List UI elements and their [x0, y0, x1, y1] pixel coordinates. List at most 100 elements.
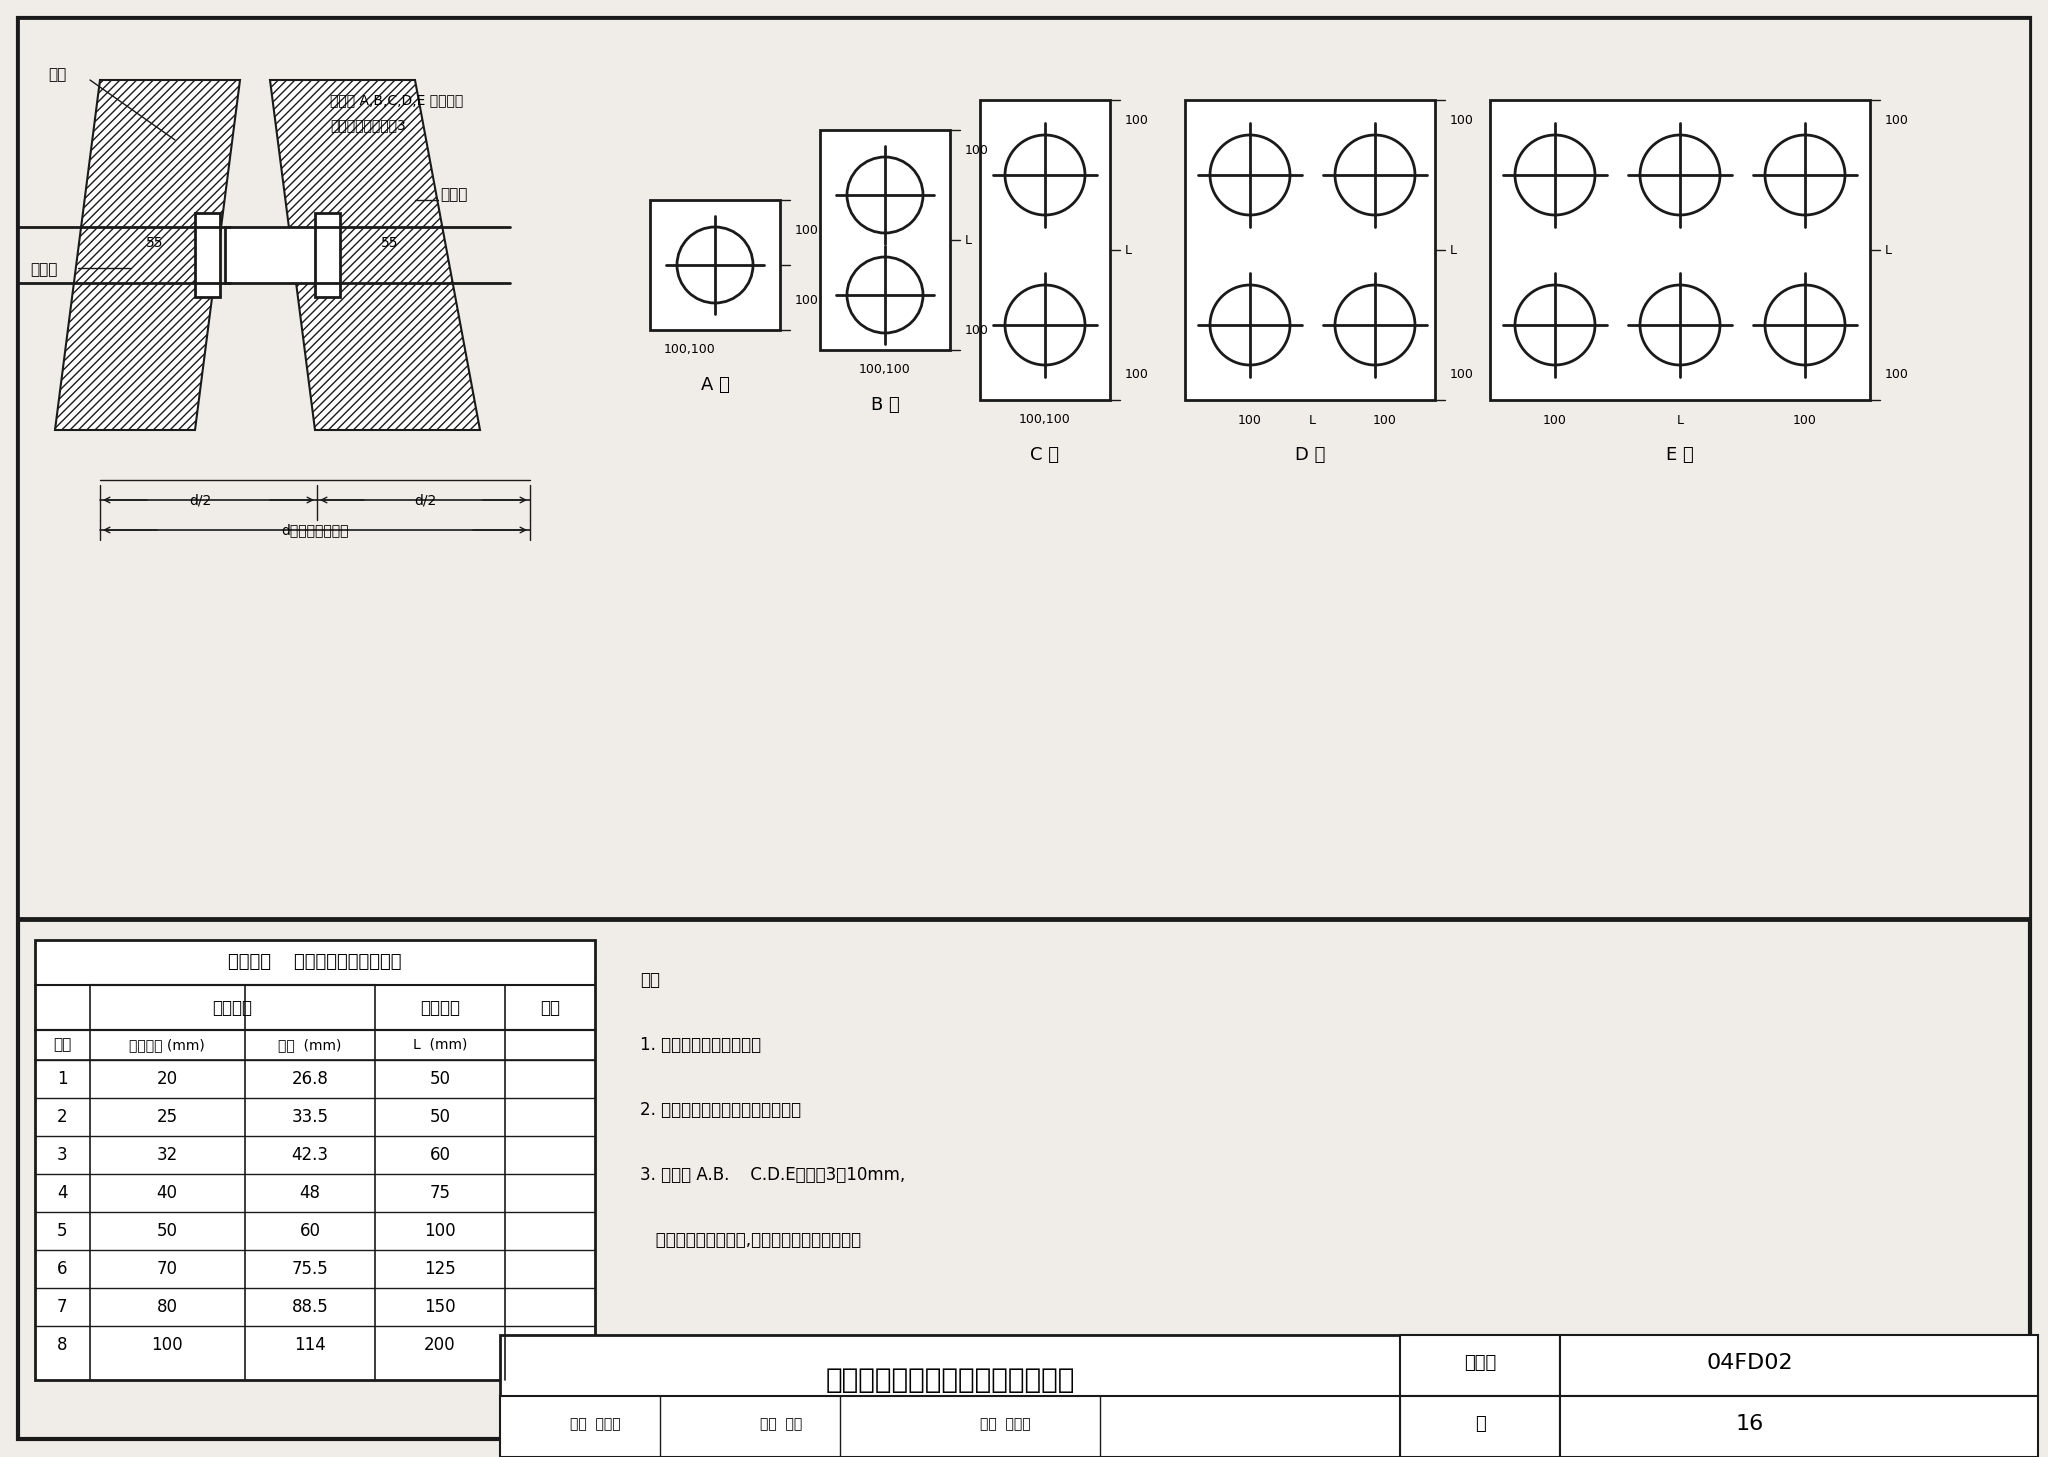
Text: 核对  罗洁: 核对 罗洁: [760, 1418, 803, 1431]
Text: L: L: [1677, 414, 1683, 427]
Text: 100: 100: [1884, 369, 1909, 382]
Text: 密闭墙: 密闭墙: [440, 188, 467, 203]
Text: 1: 1: [57, 1069, 68, 1088]
Text: 100: 100: [1450, 114, 1475, 127]
Bar: [18, 17, 2030, 918]
Text: 100,100: 100,100: [1020, 414, 1071, 427]
Text: 150: 150: [424, 1298, 457, 1316]
Text: 4: 4: [57, 1185, 68, 1202]
Text: 焊接: 焊接: [47, 67, 66, 83]
Text: 80: 80: [156, 1298, 178, 1316]
Text: 3: 3: [57, 1147, 68, 1164]
Text: 100: 100: [152, 1336, 182, 1354]
Text: 穿墙管: 穿墙管: [31, 262, 57, 277]
Text: 100: 100: [795, 223, 819, 236]
Text: 7: 7: [57, 1298, 68, 1316]
Text: 外径  (mm): 外径 (mm): [279, 1037, 342, 1052]
Text: 60: 60: [299, 1222, 319, 1240]
Text: 8: 8: [57, 1336, 68, 1354]
Text: 16: 16: [1737, 1413, 1763, 1434]
Bar: [819, 130, 950, 350]
Text: 50: 50: [430, 1107, 451, 1126]
Text: 100: 100: [1450, 369, 1475, 382]
Text: 100: 100: [1124, 369, 1149, 382]
Text: A 型: A 型: [700, 376, 729, 393]
Bar: [315, 213, 340, 297]
Text: 密闭股 A,B,C,D,E 详见右图: 密闭股 A,B,C,D,E 详见右图: [330, 93, 463, 106]
Text: 75.5: 75.5: [291, 1260, 328, 1278]
Text: 20: 20: [156, 1069, 178, 1088]
Polygon shape: [55, 80, 240, 430]
Text: 100: 100: [965, 143, 989, 156]
Bar: [1401, 1335, 1561, 1396]
Polygon shape: [270, 80, 479, 430]
Text: 40: 40: [156, 1185, 178, 1202]
Text: 与镜锌锂管双面焚接,同时应与结构锂筋焚住。: 与镜锌锂管双面焚接,同时应与结构锂筋焚住。: [639, 1231, 860, 1249]
Text: 密闭股材料见说明3: 密闭股材料见说明3: [330, 118, 406, 133]
Text: 页: 页: [1475, 1415, 1485, 1434]
Text: 5: 5: [57, 1222, 68, 1240]
Text: 审核  杨维迅: 审核 杨维迅: [569, 1418, 621, 1431]
Bar: [1491, 101, 1870, 401]
Text: 公称直径 (mm): 公称直径 (mm): [129, 1037, 205, 1052]
Text: E 型: E 型: [1667, 446, 1694, 463]
Bar: [195, 213, 219, 297]
Bar: [225, 227, 317, 283]
Text: 100: 100: [1542, 414, 1567, 427]
Text: 设计  张红英: 设计 张红英: [981, 1418, 1030, 1431]
Text: （防护）    密闭管和密闭股尺寸表: （防护） 密闭管和密闭股尺寸表: [227, 953, 401, 970]
Text: C 型: C 型: [1030, 446, 1059, 463]
Text: 75: 75: [430, 1185, 451, 1202]
Text: 2. 防护密闭穿墙管需另加抗力片。: 2. 防护密闭穿墙管需另加抗力片。: [639, 1101, 801, 1119]
Text: 100: 100: [1239, 414, 1262, 427]
Bar: [500, 1335, 1401, 1457]
Text: 04FD02: 04FD02: [1706, 1354, 1794, 1372]
Text: d/2: d/2: [188, 492, 211, 507]
Text: 55: 55: [381, 236, 399, 251]
Text: 6: 6: [57, 1260, 68, 1278]
Text: 33.5: 33.5: [291, 1107, 328, 1126]
Text: 100: 100: [424, 1222, 457, 1240]
Text: 50: 50: [430, 1069, 451, 1088]
Text: L: L: [1884, 243, 1892, 256]
Bar: [1401, 1396, 1561, 1457]
Text: 55: 55: [145, 236, 164, 251]
Text: 3. 密闭股 A.B.    C.D.E型厚为3～10mm,: 3. 密闭股 A.B. C.D.E型厚为3～10mm,: [639, 1166, 905, 1185]
Text: 100: 100: [1124, 114, 1149, 127]
Text: 42.3: 42.3: [291, 1147, 328, 1164]
Text: 60: 60: [430, 1147, 451, 1164]
Text: 备注: 备注: [541, 1000, 559, 1017]
Text: 114: 114: [295, 1336, 326, 1354]
Text: L: L: [965, 233, 973, 246]
Text: 48: 48: [299, 1185, 319, 1202]
Text: D 型: D 型: [1294, 446, 1325, 463]
Text: 管距尺寸: 管距尺寸: [420, 1000, 461, 1017]
Text: d/2: d/2: [414, 492, 436, 507]
Text: L  (mm): L (mm): [414, 1037, 467, 1052]
Bar: [1561, 1396, 2038, 1457]
Text: L: L: [1309, 414, 1315, 427]
Bar: [981, 101, 1110, 401]
Text: 100: 100: [965, 323, 989, 337]
Bar: [1561, 1335, 2038, 1396]
Text: 100,100: 100,100: [664, 344, 717, 357]
Text: 88.5: 88.5: [291, 1298, 328, 1316]
Text: 图集号: 图集号: [1464, 1354, 1497, 1372]
Bar: [35, 940, 596, 1380]
Text: 200: 200: [424, 1336, 457, 1354]
Text: 50: 50: [156, 1222, 178, 1240]
Text: 序号: 序号: [53, 1037, 72, 1052]
Bar: [500, 1396, 1401, 1457]
Text: 注：: 注：: [639, 970, 659, 989]
Text: 2: 2: [57, 1107, 68, 1126]
Text: 100,100: 100,100: [858, 363, 911, 376]
Text: L: L: [1450, 243, 1456, 256]
Text: 镀锌钢管: 镀锌钢管: [213, 1000, 252, 1017]
Text: B 型: B 型: [870, 396, 899, 414]
Text: 100: 100: [1884, 114, 1909, 127]
Bar: [1186, 101, 1436, 401]
Text: 100: 100: [795, 293, 819, 306]
Text: 25: 25: [156, 1107, 178, 1126]
Text: 70: 70: [156, 1260, 178, 1278]
Text: 26.8: 26.8: [291, 1069, 328, 1088]
